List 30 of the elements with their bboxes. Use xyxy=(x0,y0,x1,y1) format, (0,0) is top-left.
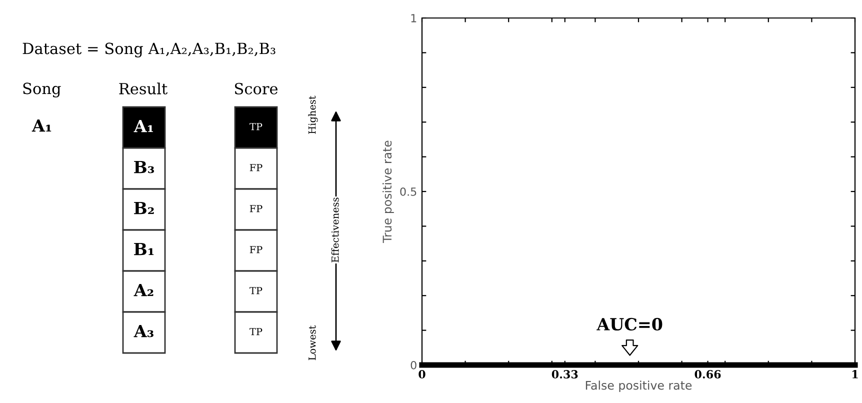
text: A₁ xyxy=(32,119,52,132)
text: TP xyxy=(250,328,262,336)
text: Song xyxy=(23,82,61,98)
text: Highest xyxy=(308,96,318,134)
text: FP xyxy=(250,205,262,212)
x-axis-title: False positive rate xyxy=(586,380,692,392)
y-tick-label: 0.5 xyxy=(400,187,416,196)
annotation: AUC=0 xyxy=(596,318,662,331)
text: Dataset = Song A₁,A₂,A₃,B₁,B₂,B₃ xyxy=(22,42,276,58)
text: Score xyxy=(235,82,278,94)
text: Effectiveness xyxy=(331,198,339,262)
y-tick-label: 1 xyxy=(411,14,416,22)
text: A₁ xyxy=(134,120,153,132)
text: FP xyxy=(250,164,262,172)
text: TP xyxy=(250,287,262,294)
text: Result xyxy=(119,82,168,94)
x-tick-label: 0.66 xyxy=(694,370,721,378)
x-tick-label: 0 xyxy=(418,370,426,378)
y-tick-label: 0 xyxy=(410,360,416,370)
text: TP xyxy=(250,123,262,130)
text: B₂ xyxy=(134,202,154,214)
x-tick-label: 1 xyxy=(852,370,858,378)
text: B₃ xyxy=(134,160,154,174)
text: A₃ xyxy=(134,324,154,338)
text: Lowest xyxy=(308,325,316,360)
x-tick-label: 0.33 xyxy=(552,370,578,378)
text: B₁ xyxy=(134,242,154,256)
y-axis-title: True positive rate xyxy=(382,140,394,243)
text: A₂ xyxy=(134,284,154,296)
text: FP xyxy=(250,246,262,254)
